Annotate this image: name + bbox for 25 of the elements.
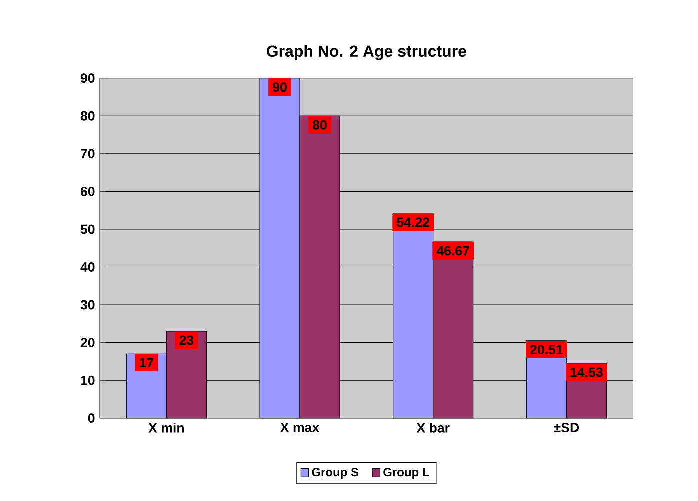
data-label: 46.67 — [436, 246, 470, 256]
legend-label: Group L — [384, 468, 430, 480]
x-tick-label: X max — [280, 423, 320, 432]
x-tick-label: ±SD — [554, 423, 580, 432]
y-tick-label: 40 — [80, 262, 95, 272]
data-label: 20.51 — [530, 345, 563, 355]
y-tick-label: 20 — [80, 338, 95, 348]
legend-label: Group S — [312, 468, 359, 480]
x-tick-label: X bar — [416, 423, 450, 433]
y-tick-label: 0 — [88, 414, 95, 424]
data-label: 14.53 — [570, 368, 603, 378]
x-tick-label: X min — [148, 423, 184, 433]
y-tick-label: 90 — [80, 74, 95, 84]
data-label: 90 — [273, 82, 287, 92]
y-tick-label: 80 — [80, 111, 95, 121]
data-label: 54.22 — [397, 218, 430, 228]
data-label: 23 — [180, 336, 194, 346]
y-tick-label: 70 — [81, 149, 95, 159]
y-tick-label: 30 — [80, 300, 95, 310]
chart-title: Graph No. 2 Age structure — [267, 45, 466, 60]
y-tick-label: 60 — [80, 186, 95, 196]
y-tick-label: 10 — [81, 376, 95, 386]
y-tick-label: 50 — [80, 224, 95, 234]
data-label: 17 — [140, 358, 154, 368]
data-label: 80 — [313, 120, 327, 130]
